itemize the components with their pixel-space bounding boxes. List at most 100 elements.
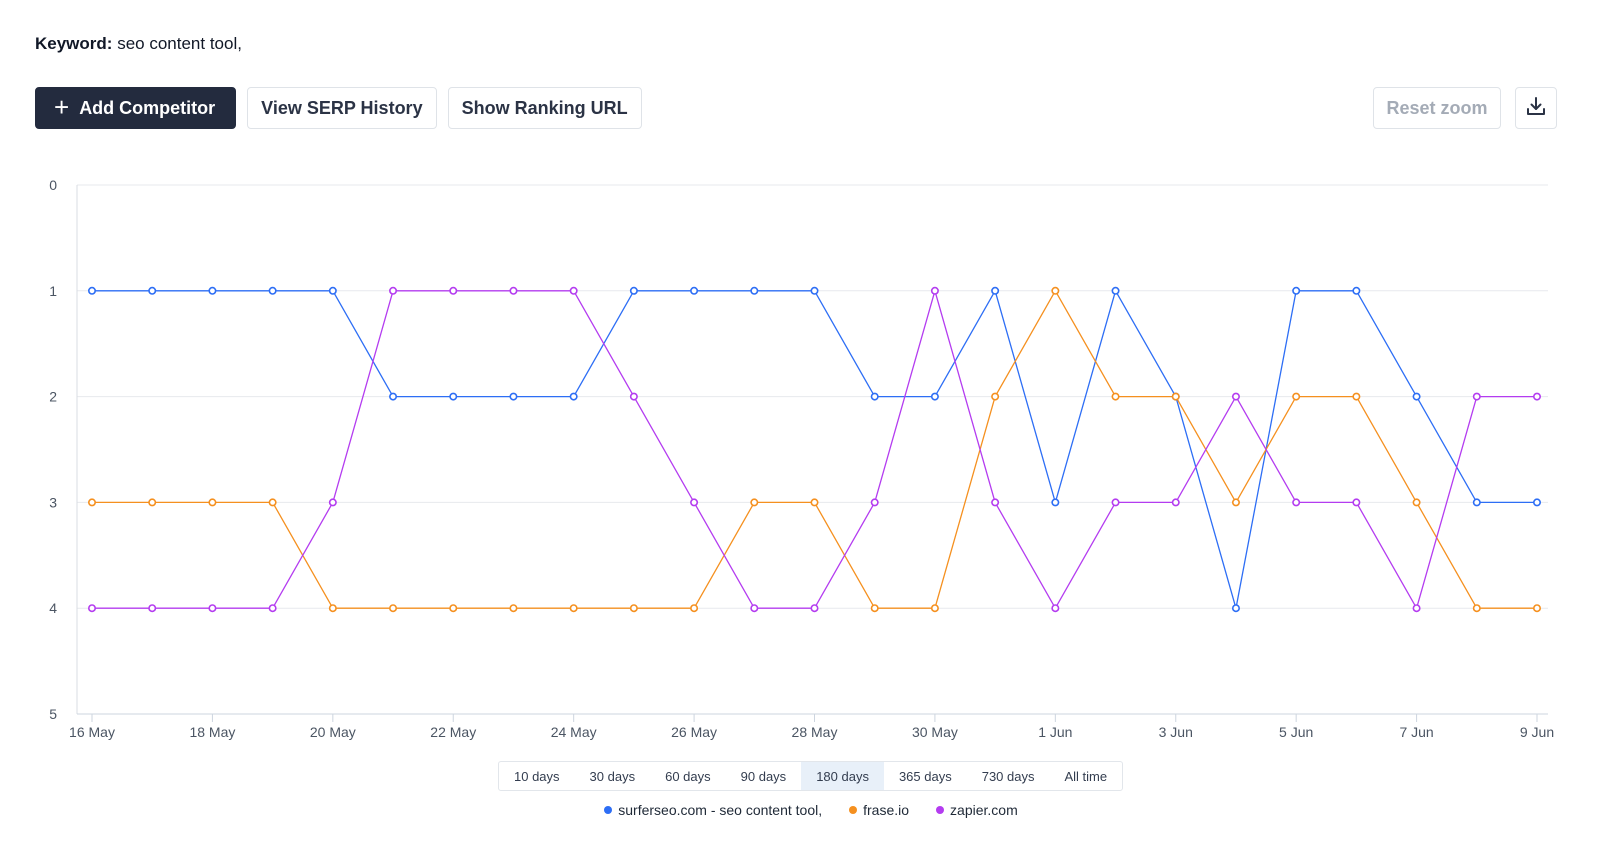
data-point[interactable] <box>1533 604 1542 613</box>
data-point[interactable] <box>449 604 458 613</box>
range-button[interactable]: 10 days <box>514 768 560 784</box>
x-tick-label: 28 May <box>792 724 838 740</box>
range-button[interactable]: 180 days <box>801 762 884 790</box>
data-point[interactable] <box>88 286 97 295</box>
legend-label: zapier.com <box>950 802 1018 818</box>
series-line-2[interactable] <box>92 290 1537 609</box>
data-point[interactable] <box>268 286 277 295</box>
data-point[interactable] <box>690 498 699 507</box>
data-point[interactable] <box>1352 392 1361 401</box>
x-tick-label: 30 May <box>912 724 958 740</box>
data-point[interactable] <box>1231 392 1240 401</box>
data-point[interactable] <box>328 286 337 295</box>
data-point[interactable] <box>1111 498 1120 507</box>
data-point[interactable] <box>268 498 277 507</box>
data-point[interactable] <box>208 498 217 507</box>
data-point[interactable] <box>569 286 578 295</box>
data-point[interactable] <box>148 498 157 507</box>
data-point[interactable] <box>389 392 398 401</box>
data-point[interactable] <box>1533 498 1542 507</box>
range-button[interactable]: 90 days <box>740 768 787 784</box>
data-point[interactable] <box>509 604 518 613</box>
data-point[interactable] <box>88 604 97 613</box>
data-point[interactable] <box>208 604 217 613</box>
data-point[interactable] <box>569 392 578 401</box>
data-point[interactable] <box>1352 498 1361 507</box>
show-ranking-url-button[interactable]: Show Ranking URL <box>447 87 642 129</box>
legend-label: surferseo.com - seo content tool, <box>618 802 823 818</box>
range-button[interactable]: 30 days <box>589 768 636 784</box>
data-point[interactable] <box>1292 498 1301 507</box>
data-point[interactable] <box>148 286 157 295</box>
data-point[interactable] <box>690 286 699 295</box>
data-point[interactable] <box>991 286 1000 295</box>
data-point[interactable] <box>1412 498 1421 507</box>
download-icon <box>1525 95 1547 122</box>
data-point[interactable] <box>1472 604 1481 613</box>
data-point[interactable] <box>750 286 759 295</box>
data-point[interactable] <box>1171 498 1180 507</box>
data-point[interactable] <box>930 604 939 613</box>
data-point[interactable] <box>810 498 819 507</box>
data-point[interactable] <box>870 604 879 613</box>
data-point[interactable] <box>1051 604 1060 613</box>
data-point[interactable] <box>148 604 157 613</box>
data-point[interactable] <box>629 286 638 295</box>
data-point[interactable] <box>810 286 819 295</box>
data-point[interactable] <box>629 392 638 401</box>
add-competitor-button[interactable]: + Add Competitor <box>35 87 237 129</box>
data-point[interactable] <box>1412 392 1421 401</box>
data-point[interactable] <box>1051 498 1060 507</box>
data-point[interactable] <box>1352 286 1361 295</box>
data-point[interactable] <box>750 604 759 613</box>
data-point[interactable] <box>750 498 759 507</box>
data-point[interactable] <box>1231 498 1240 507</box>
data-point[interactable] <box>991 498 1000 507</box>
reset-zoom-button[interactable]: Reset zoom <box>1373 87 1501 129</box>
data-point[interactable] <box>930 286 939 295</box>
data-point[interactable] <box>930 392 939 401</box>
date-range-selector: 10 days 30 days 60 days 90 days 180 days 365 … <box>498 761 1124 791</box>
range-button[interactable]: All time <box>1064 768 1108 784</box>
range-button[interactable]: 730 days <box>981 768 1035 784</box>
data-point[interactable] <box>509 392 518 401</box>
data-point[interactable] <box>1533 392 1542 401</box>
data-point[interactable] <box>1292 286 1301 295</box>
data-point[interactable] <box>569 604 578 613</box>
range-button[interactable]: 60 days <box>665 768 711 784</box>
data-point[interactable] <box>870 392 879 401</box>
data-point[interactable] <box>1412 604 1421 613</box>
data-point[interactable] <box>810 604 819 613</box>
series-line-1[interactable] <box>92 290 1537 609</box>
data-point[interactable] <box>1472 498 1481 507</box>
data-point[interactable] <box>509 286 518 295</box>
data-point[interactable] <box>1231 604 1240 613</box>
range-button[interactable]: 365 days <box>898 768 952 784</box>
data-point[interactable] <box>268 604 277 613</box>
data-point[interactable] <box>870 498 879 507</box>
data-point[interactable] <box>1051 286 1060 295</box>
data-point[interactable] <box>449 392 458 401</box>
data-point[interactable] <box>208 286 217 295</box>
data-point[interactable] <box>690 604 699 613</box>
series-line-0[interactable] <box>92 290 1537 609</box>
data-point[interactable] <box>991 392 1000 401</box>
legend-label: frase.io <box>863 802 910 818</box>
legend-item[interactable]: frase.io <box>849 802 909 818</box>
data-point[interactable] <box>449 286 458 295</box>
data-point[interactable] <box>1472 392 1481 401</box>
data-point[interactable] <box>1292 392 1301 401</box>
download-button[interactable] <box>1515 87 1557 129</box>
data-point[interactable] <box>389 286 398 295</box>
view-serp-history-button[interactable]: View SERP History <box>247 87 437 129</box>
legend-item[interactable]: zapier.com <box>936 802 1018 818</box>
data-point[interactable] <box>88 498 97 507</box>
data-point[interactable] <box>328 604 337 613</box>
data-point[interactable] <box>328 498 337 507</box>
data-point[interactable] <box>389 604 398 613</box>
data-point[interactable] <box>1111 286 1120 295</box>
data-point[interactable] <box>629 604 638 613</box>
data-point[interactable] <box>1171 392 1180 401</box>
data-point[interactable] <box>1111 392 1120 401</box>
legend-item[interactable]: surferseo.com - seo content tool, <box>604 802 822 818</box>
